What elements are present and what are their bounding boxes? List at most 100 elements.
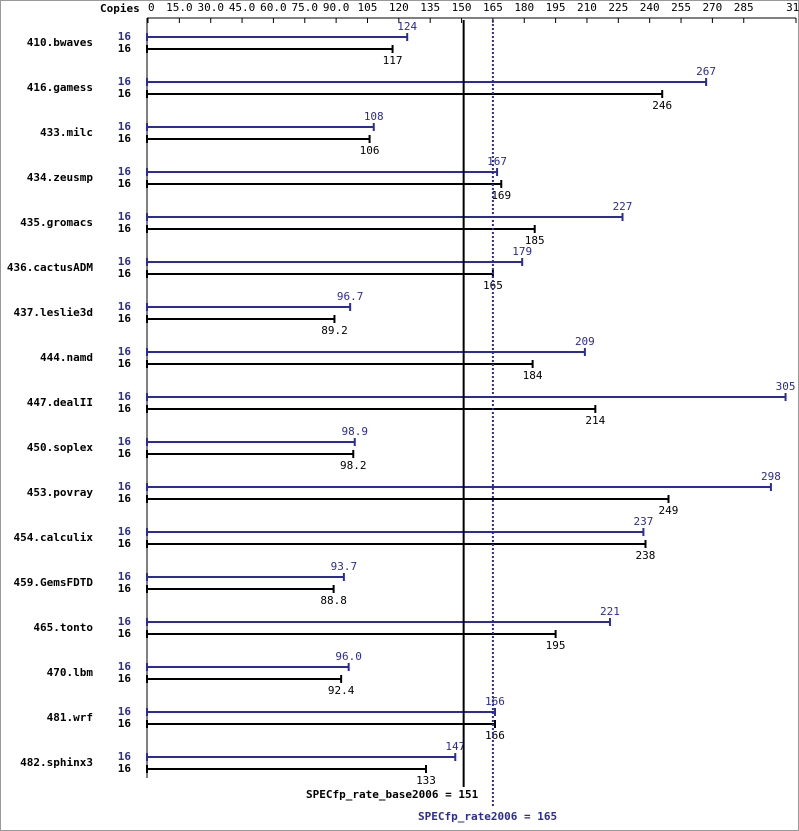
value-label: 298 bbox=[761, 470, 781, 483]
x-tick-label: 45.0 bbox=[229, 1, 256, 14]
copies-label: 16 bbox=[118, 390, 132, 403]
copies-label: 16 bbox=[118, 705, 132, 718]
x-tick-label: 240 bbox=[640, 1, 660, 14]
x-tick-label: 270 bbox=[702, 1, 722, 14]
copies-label: 16 bbox=[118, 312, 132, 325]
x-tick-label: 135 bbox=[420, 1, 440, 14]
value-label: 221 bbox=[600, 605, 620, 618]
copies-label: 16 bbox=[118, 402, 132, 415]
x-tick-label: 60.0 bbox=[260, 1, 287, 14]
benchmark-name: 453.povray bbox=[27, 486, 94, 499]
x-tick-label: 165 bbox=[483, 1, 503, 14]
x-tick-label: 30.0 bbox=[197, 1, 224, 14]
value-label: 98.9 bbox=[341, 425, 368, 438]
benchmark-name: 437.leslie3d bbox=[14, 306, 93, 319]
value-label: 124 bbox=[397, 20, 417, 33]
value-label: 88.8 bbox=[320, 594, 347, 607]
value-label: 195 bbox=[546, 639, 566, 652]
x-tick-label: 15.0 bbox=[166, 1, 193, 14]
copies-label: 16 bbox=[118, 165, 132, 178]
copies-label: 16 bbox=[118, 222, 132, 235]
value-label: 98.2 bbox=[340, 459, 367, 472]
copies-label: 16 bbox=[118, 750, 132, 763]
copies-label: 16 bbox=[118, 615, 132, 628]
benchmark-name: 459.GemsFDTD bbox=[14, 576, 94, 589]
copies-label: 16 bbox=[118, 30, 132, 43]
copies-label: 16 bbox=[118, 717, 132, 730]
copies-label: 16 bbox=[118, 132, 132, 145]
value-label: 92.4 bbox=[328, 684, 355, 697]
summary-label: SPECfp_rate2006 = 165 bbox=[418, 810, 557, 823]
x-tick-label: 210 bbox=[577, 1, 597, 14]
value-label: 89.2 bbox=[321, 324, 348, 337]
value-label: 238 bbox=[636, 549, 656, 562]
copies-label: 16 bbox=[118, 42, 132, 55]
copies-label: 16 bbox=[118, 75, 132, 88]
benchmark-name: 434.zeusmp bbox=[27, 171, 94, 184]
benchmark-name: 447.dealII bbox=[27, 396, 93, 409]
value-label: 167 bbox=[487, 155, 507, 168]
benchmark-name: 444.namd bbox=[40, 351, 93, 364]
value-label: 214 bbox=[585, 414, 605, 427]
copies-label: 16 bbox=[118, 570, 132, 583]
value-label: 108 bbox=[364, 110, 384, 123]
copies-label: 16 bbox=[118, 492, 132, 505]
value-label: 209 bbox=[575, 335, 595, 348]
value-label: 166 bbox=[485, 729, 505, 742]
value-label: 246 bbox=[652, 99, 672, 112]
value-label: 96.7 bbox=[337, 290, 364, 303]
benchmark-name: 470.lbm bbox=[47, 666, 94, 679]
copies-label: 16 bbox=[118, 177, 132, 190]
copies-label: 16 bbox=[118, 447, 132, 460]
benchmark-name: 410.bwaves bbox=[27, 36, 93, 49]
value-label: 166 bbox=[485, 695, 505, 708]
copies-label: 16 bbox=[118, 672, 132, 685]
value-label: 179 bbox=[512, 245, 532, 258]
x-tick-label: 0 bbox=[148, 1, 155, 14]
copies-label: 16 bbox=[118, 300, 132, 313]
benchmark-name: 433.milc bbox=[40, 126, 93, 139]
x-tick-label: 120 bbox=[389, 1, 409, 14]
x-tick-label: 310 bbox=[786, 1, 799, 14]
value-label: 237 bbox=[633, 515, 653, 528]
benchmark-name: 436.cactusADM bbox=[7, 261, 93, 274]
x-tick-label: 150 bbox=[452, 1, 472, 14]
benchmark-name: 416.gamess bbox=[27, 81, 93, 94]
value-label: 169 bbox=[491, 189, 511, 202]
x-tick-label: 255 bbox=[671, 1, 691, 14]
value-label: 185 bbox=[525, 234, 545, 247]
value-label: 267 bbox=[696, 65, 716, 78]
value-label: 249 bbox=[659, 504, 679, 517]
copies-label: 16 bbox=[118, 627, 132, 640]
benchmark-name: 481.wrf bbox=[47, 711, 93, 724]
x-tick-label: 195 bbox=[546, 1, 566, 14]
x-tick-label: 180 bbox=[514, 1, 534, 14]
copies-label: 16 bbox=[118, 435, 132, 448]
benchmark-name: 435.gromacs bbox=[20, 216, 93, 229]
x-tick-label: 105 bbox=[358, 1, 378, 14]
copies-label: 16 bbox=[118, 120, 132, 133]
copies-label: 16 bbox=[118, 87, 132, 100]
copies-label: 16 bbox=[118, 525, 132, 538]
summary-label: SPECfp_rate_base2006 = 151 bbox=[306, 788, 479, 801]
copies-label: 16 bbox=[118, 762, 132, 775]
value-label: 133 bbox=[416, 774, 436, 787]
value-label: 305 bbox=[776, 380, 796, 393]
copies-label: 16 bbox=[118, 267, 132, 280]
copies-label: 16 bbox=[118, 255, 132, 268]
value-label: 106 bbox=[360, 144, 380, 157]
benchmark-name: 482.sphinx3 bbox=[20, 756, 93, 769]
copies-header: Copies bbox=[100, 2, 140, 15]
benchmark-name: 454.calculix bbox=[14, 531, 94, 544]
benchmark-name: 450.soplex bbox=[27, 441, 94, 454]
value-label: 93.7 bbox=[331, 560, 358, 573]
x-tick-label: 75.0 bbox=[292, 1, 319, 14]
value-label: 184 bbox=[523, 369, 543, 382]
value-label: 147 bbox=[445, 740, 465, 753]
copies-label: 16 bbox=[118, 660, 132, 673]
copies-label: 16 bbox=[118, 582, 132, 595]
x-tick-label: 225 bbox=[608, 1, 628, 14]
benchmark-name: 465.tonto bbox=[33, 621, 93, 634]
value-label: 117 bbox=[383, 54, 403, 67]
